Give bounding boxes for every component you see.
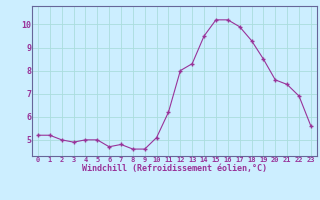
X-axis label: Windchill (Refroidissement éolien,°C): Windchill (Refroidissement éolien,°C) [82,164,267,173]
